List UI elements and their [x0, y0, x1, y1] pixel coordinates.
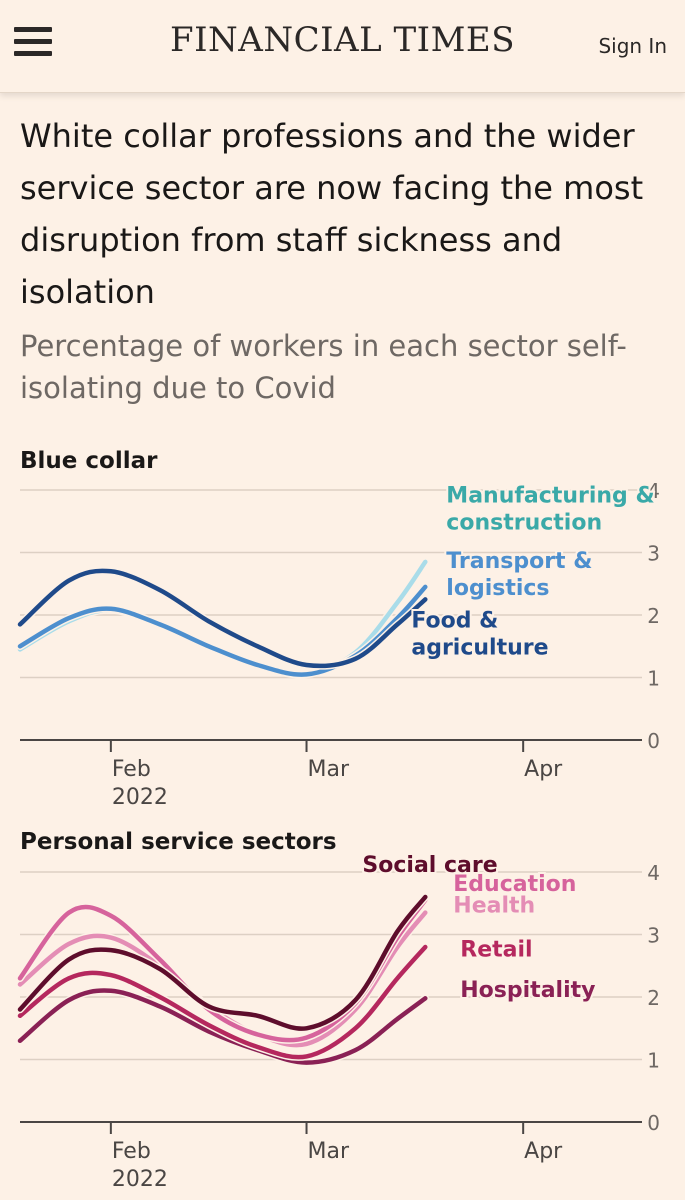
series-label: Retail [460, 937, 532, 962]
series-label: Manufacturing & [446, 484, 654, 509]
x-tick-year-label: 2022 [112, 785, 168, 810]
blue-collar-panel-title: Blue collar [20, 448, 158, 474]
personal-service-chart: 0 1 2 3 4 Feb 2022 Mar Apr Hospitality Retail Healt… [16, 851, 660, 1192]
y-tick-label: 3 [647, 924, 660, 948]
series-line-hospitality [17, 988, 428, 1065]
x-tick-label: Feb [112, 1139, 151, 1164]
x-tick-label: Apr [524, 1139, 563, 1164]
series-line-food-agriculture [17, 568, 428, 669]
y-tick-label: 3 [647, 542, 660, 566]
series-label: Social care [362, 853, 497, 878]
chart-subtitle: Percentage of workers in each sector sel… [20, 329, 627, 405]
series-label: Food & [411, 609, 498, 634]
x-tick-label: Mar [308, 757, 350, 782]
chart-headline: White collar professions and the wider s… [20, 117, 644, 311]
x-tick-year-label: 2022 [112, 1167, 168, 1192]
blue-collar-chart: 0 1 2 3 4 Feb 2022 Mar Apr Manufacturing &constru… [16, 479, 660, 810]
series-label: Health [453, 894, 535, 919]
y-tick-label: 1 [647, 1049, 660, 1073]
hamburger-menu-icon[interactable] [14, 27, 52, 59]
sign-in-link[interactable]: Sign In [598, 34, 667, 58]
personal-service-panel-title: Personal service sectors [20, 829, 337, 855]
series-label: agriculture [411, 636, 548, 661]
y-tick-label: 0 [647, 729, 660, 753]
series-label: logistics [446, 576, 549, 601]
series-line-social-care [17, 894, 428, 1031]
series-label: construction [446, 511, 602, 536]
series-label: Hospitality [460, 978, 595, 1003]
series-line-health [17, 910, 428, 1048]
y-tick-label: 2 [647, 986, 660, 1010]
x-tick-label: Apr [524, 757, 563, 782]
series-label: Transport & [446, 549, 592, 574]
top-navigation-bar: FINANCIAL TIMES Sign In [0, 0, 685, 93]
x-tick-label: Feb [112, 757, 151, 782]
site-logo-container: FINANCIAL TIMES [0, 20, 685, 60]
y-tick-label: 1 [647, 667, 660, 691]
series-label: Education [453, 872, 576, 897]
series-line-retail [17, 944, 428, 1060]
y-tick-label: 4 [647, 479, 660, 503]
y-tick-label: 4 [647, 861, 660, 885]
site-logo[interactable]: FINANCIAL TIMES [170, 20, 515, 60]
y-tick-label: 0 [647, 1111, 660, 1135]
x-tick-label: Mar [308, 1139, 350, 1164]
y-tick-label: 2 [647, 604, 660, 628]
series-line-halo [16, 908, 430, 1049]
